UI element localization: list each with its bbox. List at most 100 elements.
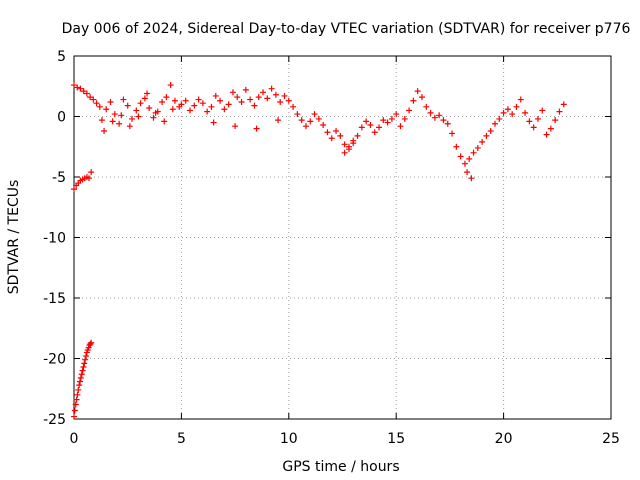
grid-lines: [74, 56, 611, 419]
data-point: [221, 106, 228, 113]
data-point: [88, 169, 95, 176]
data-point: [90, 96, 97, 103]
data-point: [76, 382, 83, 389]
data-point: [547, 125, 554, 132]
data-point: [141, 95, 148, 102]
data-point: [466, 155, 473, 162]
y-tick-label: 5: [57, 49, 66, 65]
data-point: [517, 96, 524, 103]
data-point: [384, 119, 391, 126]
data-point: [79, 367, 86, 374]
data-point: [468, 175, 475, 182]
data-point: [109, 118, 116, 125]
y-tick-label: -25: [43, 412, 66, 428]
data-point: [137, 100, 144, 107]
data-point: [341, 149, 348, 156]
data-point: [358, 124, 365, 131]
data-point: [217, 97, 224, 104]
data-point: [128, 115, 135, 122]
data-point: [178, 101, 185, 108]
data-point: [487, 128, 494, 135]
data-point: [414, 88, 421, 95]
data-point: [449, 130, 456, 137]
data-point: [418, 94, 425, 101]
data-point: [522, 109, 529, 116]
data-point: [333, 128, 340, 135]
data-point: [150, 114, 157, 121]
data-point: [103, 106, 110, 113]
data-point: [86, 175, 93, 182]
data-point: [232, 123, 239, 130]
x-tick-label: 5: [177, 431, 186, 447]
data-point: [234, 94, 241, 101]
data-point: [171, 97, 178, 104]
data-point: [199, 100, 206, 107]
data-point: [307, 118, 314, 125]
data-point: [464, 169, 471, 176]
data-point: [500, 109, 507, 116]
data-point: [229, 89, 236, 96]
data-point: [431, 114, 438, 121]
data-point: [78, 371, 85, 378]
data-point: [388, 115, 395, 122]
data-point: [204, 108, 211, 115]
data-point: [87, 94, 94, 101]
data-point: [98, 117, 105, 124]
data-point: [72, 401, 79, 408]
data-point: [337, 132, 344, 139]
data-point: [302, 123, 309, 130]
data-point: [534, 115, 541, 122]
data-point: [457, 153, 464, 160]
x-tick-label: 10: [280, 431, 298, 447]
y-tick-label: 0: [57, 110, 66, 126]
data-point: [275, 117, 282, 124]
data-point: [111, 111, 118, 118]
data-point: [444, 120, 451, 127]
data-point: [251, 102, 258, 109]
data-point: [146, 105, 153, 112]
data-point: [120, 96, 127, 103]
data-point: [354, 132, 361, 139]
data-point: [88, 339, 95, 346]
data-point: [272, 91, 279, 98]
data-point: [376, 124, 383, 131]
data-point: [186, 107, 193, 114]
data-point: [328, 135, 335, 142]
data-point: [225, 101, 232, 108]
data-point: [71, 186, 77, 193]
data-point: [73, 396, 80, 403]
data-point: [77, 85, 84, 92]
data-point: [126, 123, 133, 130]
data-point: [410, 97, 417, 104]
x-axis-label: GPS time / hours: [282, 459, 399, 475]
data-point: [427, 109, 434, 116]
y-tick-label: -5: [52, 170, 66, 186]
data-point: [504, 106, 511, 113]
data-point: [496, 115, 503, 122]
data-point: [298, 117, 305, 124]
data-point: [82, 356, 89, 363]
data-point: [74, 84, 81, 91]
data-point: [159, 98, 166, 105]
data-point: [268, 85, 275, 92]
y-tick-label: -15: [43, 291, 66, 307]
data-point: [80, 88, 87, 95]
data-points: [71, 82, 567, 420]
data-point: [242, 86, 249, 93]
data-point: [81, 360, 88, 367]
data-point: [543, 131, 550, 138]
y-tick-label: -10: [43, 231, 66, 247]
data-point: [277, 98, 284, 105]
data-point: [191, 102, 198, 109]
data-point: [264, 95, 271, 102]
data-point: [509, 111, 516, 118]
data-point: [77, 378, 84, 385]
data-point: [107, 98, 114, 105]
data-point: [124, 102, 131, 109]
data-point: [260, 89, 267, 96]
data-point: [101, 128, 108, 135]
data-point: [169, 106, 176, 113]
data-point: [253, 125, 260, 132]
chart-title: Day 006 of 2024, Sidereal Day-to-day VTE…: [62, 21, 631, 37]
